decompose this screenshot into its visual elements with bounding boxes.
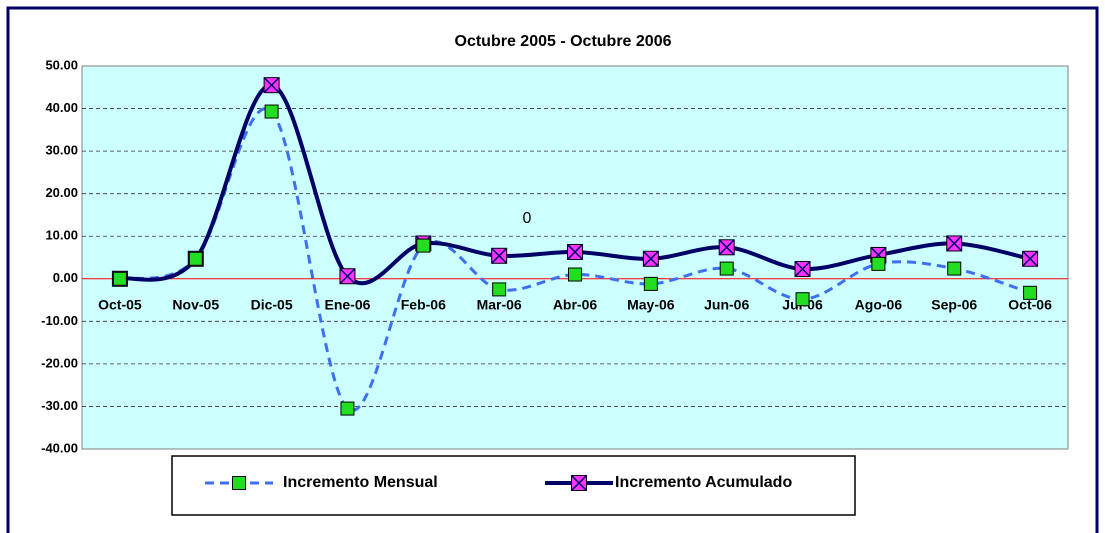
marker <box>568 267 582 282</box>
x-tick-label: Ene-06 <box>325 296 371 312</box>
x-tick-label: May-06 <box>627 296 675 312</box>
marker <box>566 243 584 260</box>
x-tick-label: Abr-06 <box>553 296 598 312</box>
marker <box>643 276 658 291</box>
frame <box>6 6 1099 533</box>
marker <box>947 261 962 276</box>
marker <box>871 256 886 271</box>
marker <box>340 401 355 416</box>
y-tick-label: 10.00 <box>45 228 78 243</box>
x-tick-label: Oct-05 <box>98 296 142 312</box>
marker <box>112 271 127 286</box>
marker <box>188 251 203 266</box>
marker <box>1023 285 1038 300</box>
marker <box>232 476 246 490</box>
y-tick-label: 40.00 <box>45 100 78 115</box>
y-tick-label: -20.00 <box>41 355 78 370</box>
y-tick-label: 0.00 <box>53 270 78 285</box>
x-tick-label: Nov-05 <box>172 296 219 312</box>
x-tick-label: Mar-06 <box>477 296 522 312</box>
y-tick-label: -10.00 <box>41 313 78 328</box>
marker <box>492 282 507 297</box>
series-line <box>119 83 1031 286</box>
marker <box>946 235 963 252</box>
x-tick-label: Sep-06 <box>931 296 977 312</box>
legend-label: Incremento Mensual <box>283 474 438 491</box>
marker <box>491 247 508 264</box>
marker <box>416 238 431 253</box>
x-tick-label: Feb-06 <box>401 296 446 312</box>
marker <box>795 292 810 307</box>
marker <box>570 474 588 492</box>
marker <box>1022 250 1039 267</box>
marker <box>264 104 279 119</box>
x-tick-label: Ago-06 <box>855 296 903 312</box>
marker <box>794 260 811 278</box>
legend-label: Incremento Acumulado <box>615 474 792 491</box>
marker <box>718 239 735 256</box>
y-tick-label: -40.00 <box>41 440 78 455</box>
annotation: 0 <box>523 210 532 227</box>
marker <box>339 268 356 285</box>
x-tick-label: Jun-06 <box>704 296 749 312</box>
y-tick-label: 20.00 <box>45 185 78 200</box>
chart-title: Octubre 2005 - Octubre 2006 <box>455 33 672 50</box>
legend <box>171 455 856 516</box>
y-tick-label: -30.00 <box>41 398 78 413</box>
marker <box>263 77 280 94</box>
marker <box>719 261 734 276</box>
x-tick-label: Dic-05 <box>251 296 293 312</box>
x-tick-label: Oct-06 <box>1008 296 1052 312</box>
marker <box>642 250 659 267</box>
y-tick-label: 30.00 <box>45 143 78 158</box>
y-tick-label: 50.00 <box>45 57 78 72</box>
